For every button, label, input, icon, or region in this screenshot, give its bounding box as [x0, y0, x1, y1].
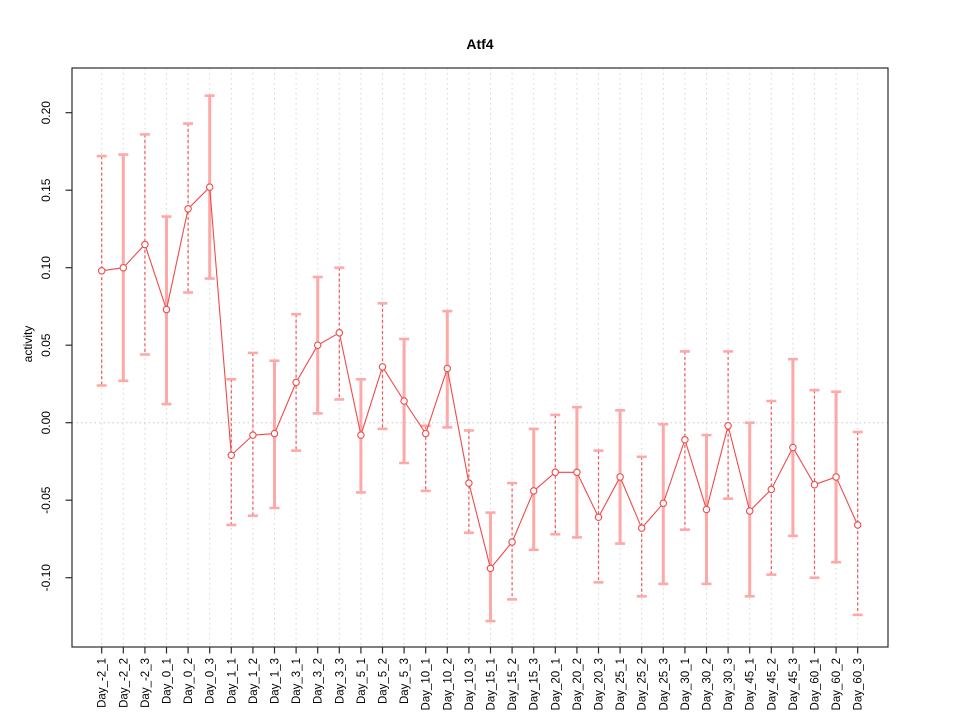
x-tick-label: Day_10_2 — [442, 658, 454, 710]
x-tick-label: Day_30_3 — [723, 658, 735, 710]
data-point — [832, 473, 840, 481]
x-tick-label: Day_60_3 — [853, 658, 865, 710]
data-point — [270, 429, 279, 438]
data-point — [421, 429, 430, 438]
data-point — [551, 468, 560, 477]
data-point — [767, 485, 776, 494]
x-tick-label: Day_3_1 — [291, 658, 303, 704]
x-tick-label: Day_60_1 — [810, 658, 822, 710]
data-point — [681, 435, 689, 444]
data-point — [745, 507, 754, 515]
data-point — [378, 363, 387, 371]
x-tick-label: Day_25_1 — [615, 658, 627, 710]
data-point — [853, 521, 862, 529]
data-point — [573, 468, 581, 477]
data-point — [292, 378, 300, 387]
x-tick-label: Day_25_2 — [637, 658, 649, 710]
data-point — [637, 524, 646, 532]
y-tick-label: -0.05 — [39, 486, 53, 514]
data-point — [119, 263, 128, 272]
data-point — [227, 451, 236, 459]
x-tick-label: Day_30_2 — [702, 658, 714, 710]
data-point — [465, 479, 473, 487]
x-tick-label: Day_5_3 — [399, 658, 411, 704]
data-point — [486, 564, 495, 573]
x-tick-label: Day_10_3 — [464, 658, 476, 710]
y-tick-label: -0.10 — [39, 564, 53, 592]
x-tick-label: Day_3_2 — [313, 658, 325, 704]
data-point — [594, 513, 603, 521]
x-tick-label: Day_0_2 — [183, 658, 195, 704]
x-tick-label: Day_15_1 — [486, 658, 498, 710]
x-tick-label: Day_45_2 — [766, 658, 778, 710]
y-tick-label: 0.15 — [39, 178, 53, 202]
x-tick-label: Day_-2_3 — [140, 658, 152, 708]
data-point — [205, 183, 214, 191]
data-point — [702, 505, 711, 514]
x-tick-label: Day_45_1 — [745, 658, 757, 710]
data-point — [141, 240, 149, 249]
data-point — [443, 364, 452, 373]
data-point — [313, 341, 322, 349]
x-tick-label: Day_1_3 — [270, 658, 282, 704]
x-tick-label: Day_60_2 — [831, 658, 843, 710]
x-tick-label: Day_20_1 — [550, 658, 562, 710]
x-tick-label: Day_20_3 — [594, 658, 606, 710]
x-tick-label: Day_5_2 — [378, 658, 390, 704]
data-point — [659, 499, 668, 508]
data-point — [357, 431, 365, 439]
x-tick-label: Day_3_3 — [334, 658, 346, 704]
x-tick-label: Day_-2_2 — [118, 658, 130, 708]
x-tick-label: Day_15_2 — [507, 658, 519, 710]
data-point — [335, 329, 344, 337]
data-point — [724, 422, 732, 430]
x-tick-label: Day_10_1 — [421, 658, 433, 710]
y-tick-label: 0.20 — [39, 101, 53, 125]
data-point — [400, 397, 408, 405]
x-tick-label: Day_15_3 — [529, 658, 541, 710]
x-tick-label: Day_0_3 — [205, 658, 217, 704]
series-line — [101, 185, 859, 570]
x-tick-label: Day_-2_1 — [97, 658, 109, 708]
y-tick-label: 0.05 — [39, 333, 53, 357]
data-point — [810, 480, 819, 489]
x-tick-label: Day_5_1 — [356, 658, 368, 704]
y-tick-label: 0.00 — [39, 411, 53, 435]
chart-title: Atf4 — [466, 36, 494, 52]
data-point — [184, 205, 192, 213]
x-tick-label: Day_1_2 — [248, 658, 260, 704]
plot-border — [71, 67, 889, 648]
x-tick-label: Day_25_3 — [658, 658, 670, 710]
x-tick-label: Day_20_2 — [572, 658, 584, 710]
data-point — [789, 443, 797, 452]
x-tick-label: Day_1_1 — [226, 658, 238, 704]
data-point — [508, 538, 516, 546]
x-tick-label: Day_0_1 — [162, 658, 174, 704]
y-tick-label: 0.10 — [39, 256, 53, 280]
data-point — [616, 473, 624, 481]
data-point — [249, 431, 257, 439]
data-point — [529, 487, 538, 495]
data-point — [162, 305, 171, 314]
x-tick-label: Day_45_3 — [788, 658, 800, 710]
x-tick-label: Day_30_1 — [680, 658, 692, 710]
data-point — [97, 267, 106, 275]
